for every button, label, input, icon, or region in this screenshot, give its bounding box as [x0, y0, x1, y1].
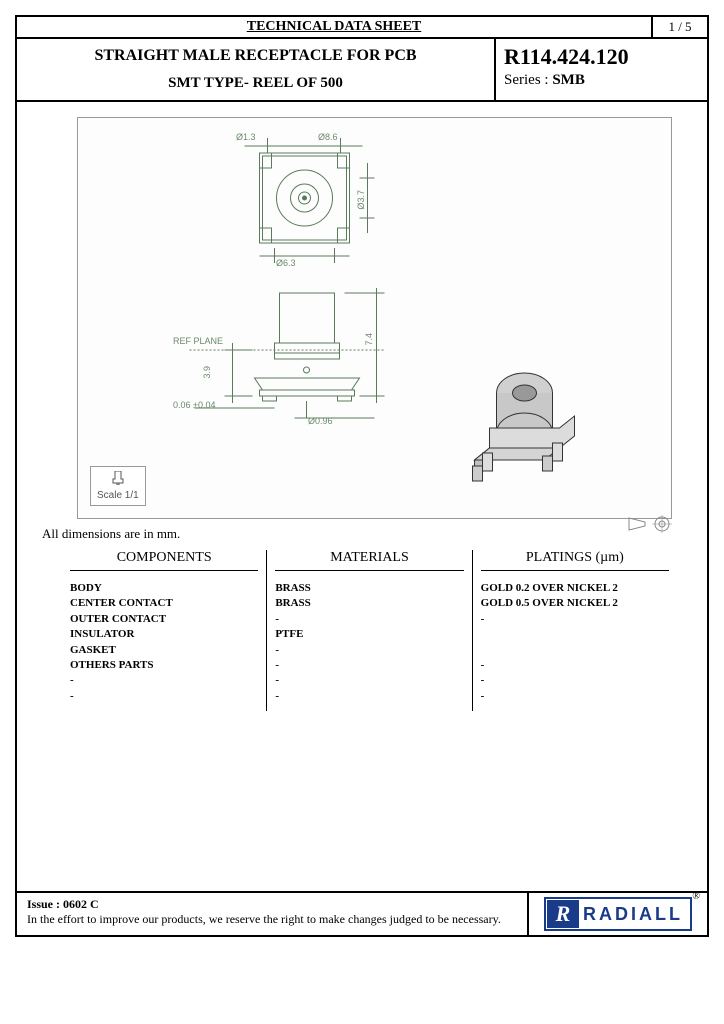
table-cell: - — [275, 658, 463, 673]
dim-label: 7.4 — [364, 333, 374, 346]
part-info-block: R114.424.120 Series : SMB — [496, 39, 707, 100]
table-cell: PTFE — [275, 627, 463, 642]
dimensions-note: All dimensions are in mm. — [17, 524, 707, 550]
scale-indicator: Scale 1/1 — [90, 466, 146, 506]
table-cell: BRASS — [275, 581, 463, 596]
table-cell: - — [70, 689, 258, 704]
table-cell: - — [70, 673, 258, 688]
footer: Issue : 0602 C In the effort to improve … — [17, 891, 707, 935]
page-number: 1 / 5 — [653, 17, 707, 37]
ref-plane-label: REF PLANE — [173, 336, 223, 346]
table-cell: OTHERS PARTS — [70, 658, 258, 673]
table-cell: - — [481, 612, 669, 627]
logo-mark-icon: R — [547, 900, 579, 928]
datasheet-page: TECHNICAL DATA SHEET 1 / 5 STRAIGHT MALE… — [15, 15, 709, 937]
col-head-components: COMPONENTS — [70, 550, 258, 571]
dim-label: 3.9 — [202, 366, 212, 379]
header-row: TECHNICAL DATA SHEET 1 / 5 — [17, 17, 707, 39]
technical-drawing: Ø1.3 Ø8.6 Ø3.7 Ø6.3 REF PLANE 7.4 3.9 0.… — [77, 117, 672, 519]
table-cell: BRASS — [275, 596, 463, 611]
dim-label: Ø3.7 — [356, 190, 366, 210]
radiall-logo: R RADIALL ® — [544, 897, 692, 931]
connector-icon — [110, 471, 126, 485]
title-row: STRAIGHT MALE RECEPTACLE FOR PCB SMT TYP… — [17, 39, 707, 102]
table-cell — [481, 627, 669, 642]
registered-icon: ® — [692, 891, 700, 902]
doc-title: TECHNICAL DATA SHEET — [17, 17, 653, 37]
col-head-platings: PLATINGS (µm) — [481, 550, 669, 571]
product-title-1: STRAIGHT MALE RECEPTACLE FOR PCB — [22, 47, 489, 65]
dim-label: Ø8.6 — [318, 132, 338, 142]
projection-symbol-icon — [627, 514, 677, 534]
table-cell: OUTER CONTACT — [70, 612, 258, 627]
brand-logo-box: R RADIALL ® — [527, 893, 707, 935]
dim-label: 0.06 ±0.04 — [173, 400, 215, 410]
materials-column: MATERIALS BRASSBRASS-PTFE---- — [267, 550, 472, 711]
components-column: COMPONENTS BODYCENTER CONTACTOUTER CONTA… — [62, 550, 267, 711]
table-cell: - — [275, 612, 463, 627]
table-cell: - — [275, 689, 463, 704]
logo-text: RADIALL — [583, 904, 689, 925]
table-cell: CENTER CONTACT — [70, 596, 258, 611]
issue-number: Issue : 0602 C — [27, 897, 517, 912]
table-cell: - — [275, 643, 463, 658]
table-cell: - — [275, 673, 463, 688]
table-cell: GASKET — [70, 643, 258, 658]
disclaimer: In the effort to improve our products, w… — [27, 912, 517, 927]
table-cell: INSULATOR — [70, 627, 258, 642]
table-cell — [481, 643, 669, 658]
table-cell: GOLD 0.2 OVER NICKEL 2 — [481, 581, 669, 596]
product-title-block: STRAIGHT MALE RECEPTACLE FOR PCB SMT TYP… — [17, 39, 496, 100]
drawing-svg — [78, 118, 671, 518]
table-cell: - — [481, 689, 669, 704]
dim-label: Ø6.3 — [276, 258, 296, 268]
dim-label: Ø1.3 — [236, 132, 256, 142]
series: Series : SMB — [504, 72, 699, 89]
product-title-2: SMT TYPE- REEL OF 500 — [22, 75, 489, 92]
table-cell: - — [481, 658, 669, 673]
part-number: R114.424.120 — [504, 44, 699, 70]
table-cell: BODY — [70, 581, 258, 596]
materials-table: COMPONENTS BODYCENTER CONTACTOUTER CONTA… — [17, 550, 707, 721]
table-cell: GOLD 0.5 OVER NICKEL 2 — [481, 596, 669, 611]
table-cell: - — [481, 673, 669, 688]
col-head-materials: MATERIALS — [275, 550, 463, 571]
dim-label: Ø0.96 — [308, 416, 333, 426]
footer-text: Issue : 0602 C In the effort to improve … — [17, 893, 527, 935]
platings-column: PLATINGS (µm) GOLD 0.2 OVER NICKEL 2GOLD… — [473, 550, 677, 711]
